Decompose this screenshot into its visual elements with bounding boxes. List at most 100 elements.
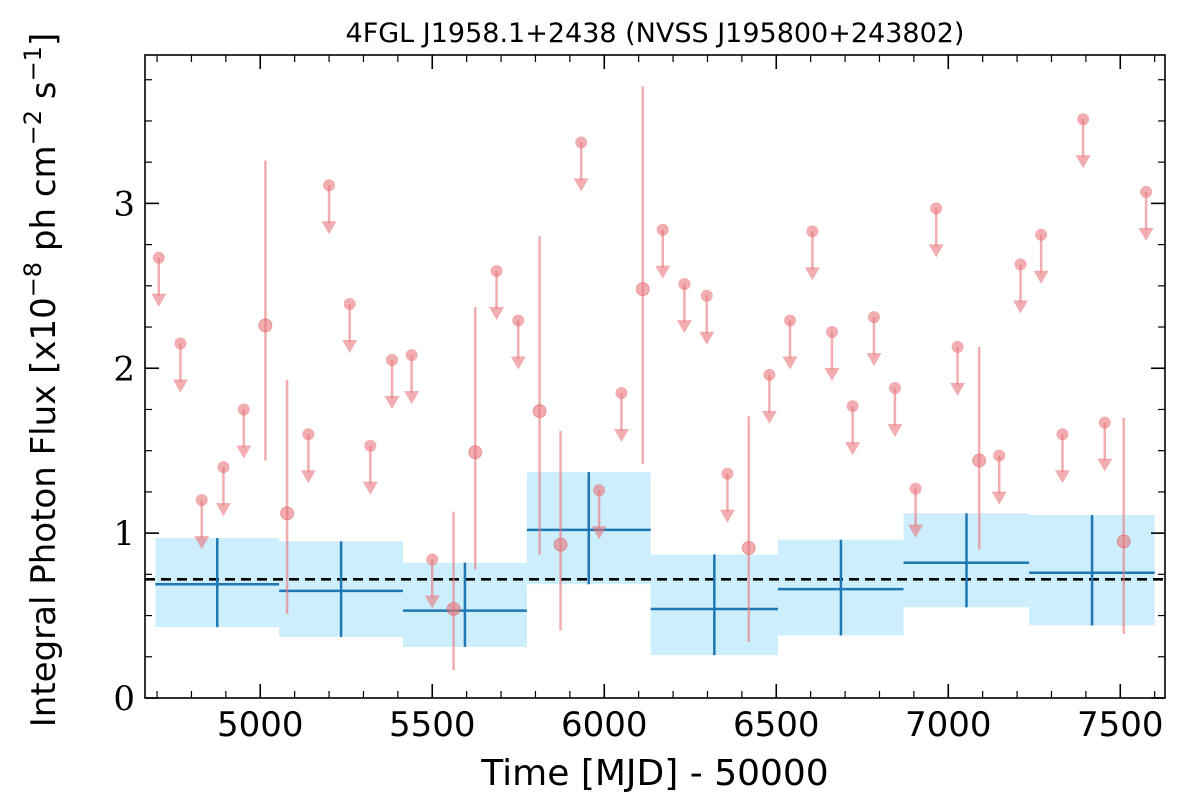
upper-limit-arrow-9	[384, 396, 400, 410]
upper-limit-point-37	[1140, 185, 1153, 198]
upper-limit-point-9	[386, 354, 399, 367]
upper-limit-arrow-35	[1075, 155, 1091, 169]
y-tick-label-1: 1	[113, 514, 135, 554]
upper-limit-arrow-4	[236, 445, 252, 459]
upper-limit-point-16	[615, 386, 628, 399]
upper-limit-arrow-34	[1054, 470, 1070, 484]
upper-limit-point-27	[888, 382, 901, 395]
upper-limit-arrow-31	[991, 491, 1007, 505]
x-tick-label-3: 6500	[733, 705, 820, 745]
x-tick-label-4: 7000	[905, 705, 992, 745]
upper-limit-point-20	[721, 467, 734, 480]
upper-limit-point-15	[593, 484, 606, 497]
upper-limit-point-14	[575, 136, 588, 149]
upper-limit-arrow-21	[761, 410, 777, 424]
upper-limit-arrow-26	[866, 353, 882, 367]
upper-limit-point-5	[302, 428, 315, 441]
upper-limit-arrow-17	[655, 265, 671, 279]
plot-frame	[144, 54, 1166, 699]
detection-point-8	[972, 453, 987, 468]
upper-limit-point-33	[1035, 228, 1048, 241]
upper-limit-point-12	[490, 264, 503, 277]
upper-limit-arrow-5	[300, 470, 316, 484]
detection-point-4	[532, 404, 547, 419]
upper-limit-point-0	[152, 251, 165, 264]
upper-limit-point-19	[700, 289, 713, 302]
upper-limit-arrow-30	[950, 382, 966, 396]
upper-limit-point-23	[806, 225, 819, 238]
upper-limit-arrow-14	[573, 178, 589, 192]
y-label-mid1: ph cm	[24, 145, 64, 262]
binned-points	[155, 472, 1155, 656]
upper-limit-arrow-3	[215, 503, 231, 517]
upper-limit-point-28	[909, 482, 922, 495]
upper-limit-point-17	[656, 223, 669, 236]
upper-limit-point-31	[993, 449, 1006, 462]
upper-limit-arrow-36	[1097, 458, 1113, 472]
upper-limit-point-29	[930, 202, 943, 215]
detection-point-6	[635, 282, 650, 297]
upper-limit-point-35	[1077, 113, 1090, 126]
axes: 5000 5500 6000 6500 7000 7500 0 1 2 3	[113, 54, 1166, 745]
detection-point-0	[258, 318, 273, 333]
upper-limit-point-6	[323, 179, 336, 192]
upper-limit-arrow-10	[404, 391, 420, 405]
upper-limit-point-25	[846, 400, 859, 413]
upper-limit-arrow-27	[887, 424, 903, 438]
y-label-exp3: −1	[19, 46, 47, 81]
upper-limit-arrow-19	[699, 331, 715, 345]
detection-point-9	[1116, 534, 1131, 549]
upper-limit-arrow-13	[510, 356, 526, 370]
upper-limit-arrow-28	[908, 524, 924, 538]
detection-point-7	[741, 540, 756, 555]
upper-limit-point-30	[951, 340, 964, 353]
upper-limit-arrow-6	[321, 221, 337, 235]
upper-limit-point-21	[763, 368, 776, 381]
x-axis-label: Time [MJD] - 50000	[480, 753, 828, 794]
upper-limit-point-10	[405, 349, 418, 362]
x-tick-label-0: 5000	[217, 705, 304, 745]
chart-title: 4FGL J1958.1+2438 (NVSS J195800+243802)	[346, 18, 965, 49]
y-label-exp1: −8	[19, 262, 47, 297]
y-label-prefix: Integral Photon Flux [x10	[24, 297, 64, 727]
upper-limit-arrow-12	[489, 306, 505, 320]
y-tick-label-3: 3	[113, 184, 135, 224]
upper-limit-point-18	[678, 278, 691, 291]
upper-limit-arrow-11	[424, 595, 440, 609]
upper-limit-arrow-22	[782, 356, 798, 370]
y-label-suffix: ]	[24, 33, 64, 46]
single-points	[151, 86, 1154, 670]
upper-limit-arrow-20	[719, 509, 735, 523]
upper-limit-arrow-1	[172, 379, 188, 393]
upper-limit-point-36	[1098, 416, 1111, 429]
upper-limit-point-32	[1014, 258, 1027, 271]
x-tick-label-5: 7500	[1077, 705, 1164, 745]
upper-limit-arrow-32	[1013, 300, 1029, 314]
upper-limit-point-11	[426, 553, 439, 566]
upper-limit-arrow-15	[591, 526, 607, 540]
upper-limit-point-8	[364, 439, 377, 452]
upper-limit-point-4	[237, 403, 250, 416]
upper-limit-arrow-8	[362, 481, 378, 495]
upper-limit-point-22	[784, 314, 797, 327]
detection-point-1	[280, 506, 295, 521]
upper-limit-point-7	[343, 297, 356, 310]
upper-limit-arrow-29	[928, 244, 944, 258]
detection-point-2	[446, 601, 461, 616]
upper-limit-arrow-33	[1033, 270, 1049, 284]
upper-limit-point-24	[825, 325, 838, 338]
upper-limit-point-26	[867, 311, 880, 324]
upper-limit-point-2	[195, 494, 208, 507]
detection-point-5	[553, 537, 568, 552]
y-axis-label: Integral Photon Flux [x10−8 ph cm−2 s−1]	[19, 33, 64, 727]
upper-limit-arrow-2	[194, 536, 210, 550]
y-label-exp2: −2	[19, 110, 47, 145]
upper-limit-arrow-0	[151, 293, 167, 307]
x-tick-label-1: 5500	[389, 705, 476, 745]
detection-point-3	[468, 445, 483, 460]
y-label-mid2: s	[24, 81, 64, 110]
upper-limit-arrow-24	[824, 367, 840, 381]
upper-limit-point-13	[512, 314, 525, 327]
upper-limit-point-3	[217, 461, 230, 474]
